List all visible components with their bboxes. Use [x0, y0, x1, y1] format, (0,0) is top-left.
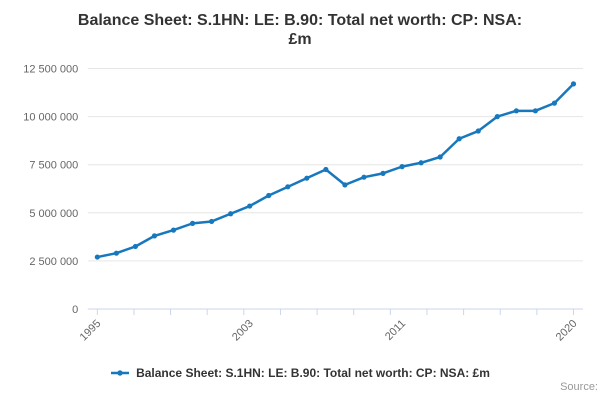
data-point-2001[interactable] — [209, 218, 215, 225]
chart-title-line2: £m — [288, 31, 312, 48]
y-axis-label: 0 — [72, 304, 78, 316]
legend-item-label: Balance Sheet: S.1HN: LE: B.90: Total ne… — [136, 366, 490, 380]
data-point-1998[interactable] — [151, 233, 158, 239]
data-point-2016[interactable] — [494, 114, 500, 120]
data-point-2018[interactable] — [532, 108, 538, 114]
legend-item[interactable]: Balance Sheet: S.1HN: LE: B.90: Total ne… — [110, 366, 490, 380]
y-axis-label: 5 000 000 — [29, 208, 78, 220]
data-point-2008[interactable] — [342, 182, 348, 188]
data-point-2000[interactable] — [189, 220, 196, 226]
legend-line-marker-icon — [111, 370, 130, 376]
chart-title-line1: Balance Sheet: S.1HN: LE: B.90: Total ne… — [77, 12, 523, 29]
data-point-1999[interactable] — [170, 227, 177, 233]
data-point-2007[interactable] — [323, 166, 329, 173]
data-point-2006[interactable] — [304, 175, 310, 181]
y-axis-label: 10 000 000 — [23, 112, 78, 124]
x-axis-label: 1995 — [78, 318, 104, 344]
data-point-2020[interactable] — [570, 81, 577, 87]
series-line[interactable] — [96, 82, 575, 259]
data-point-2019[interactable] — [551, 100, 558, 106]
y-axis-label: 7 500 000 — [29, 160, 78, 172]
x-axis-label: 2003 — [230, 318, 256, 344]
chart-title: Balance Sheet: S.1HN: LE: B.90: Total ne… — [0, 11, 600, 49]
data-point-2017[interactable] — [513, 108, 519, 114]
data-point-2013[interactable] — [437, 154, 443, 160]
y-axis-label: 12 500 000 — [23, 64, 78, 76]
data-point-1996[interactable] — [113, 250, 119, 256]
data-point-2002[interactable] — [228, 211, 234, 217]
data-point-2010[interactable] — [380, 170, 386, 176]
source-credit[interactable]: Source: — [560, 381, 598, 393]
data-point-2014[interactable] — [456, 136, 462, 142]
x-axis-label: 2020 — [554, 318, 580, 344]
legend: Balance Sheet: S.1HN: LE: B.90: Total ne… — [0, 366, 600, 380]
data-point-2005[interactable] — [285, 184, 291, 190]
data-point-2009[interactable] — [361, 174, 367, 180]
data-point-2011[interactable] — [399, 164, 405, 170]
data-point-1997[interactable] — [132, 243, 139, 250]
data-point-2012[interactable] — [418, 160, 424, 166]
x-axis-label: 2011 — [383, 318, 408, 343]
data-point-1995[interactable] — [94, 254, 100, 260]
data-point-2015[interactable] — [475, 128, 481, 134]
y-axis-label: 2 500 000 — [29, 256, 78, 268]
data-point-2003[interactable] — [247, 203, 253, 209]
data-point-2004[interactable] — [266, 192, 272, 199]
